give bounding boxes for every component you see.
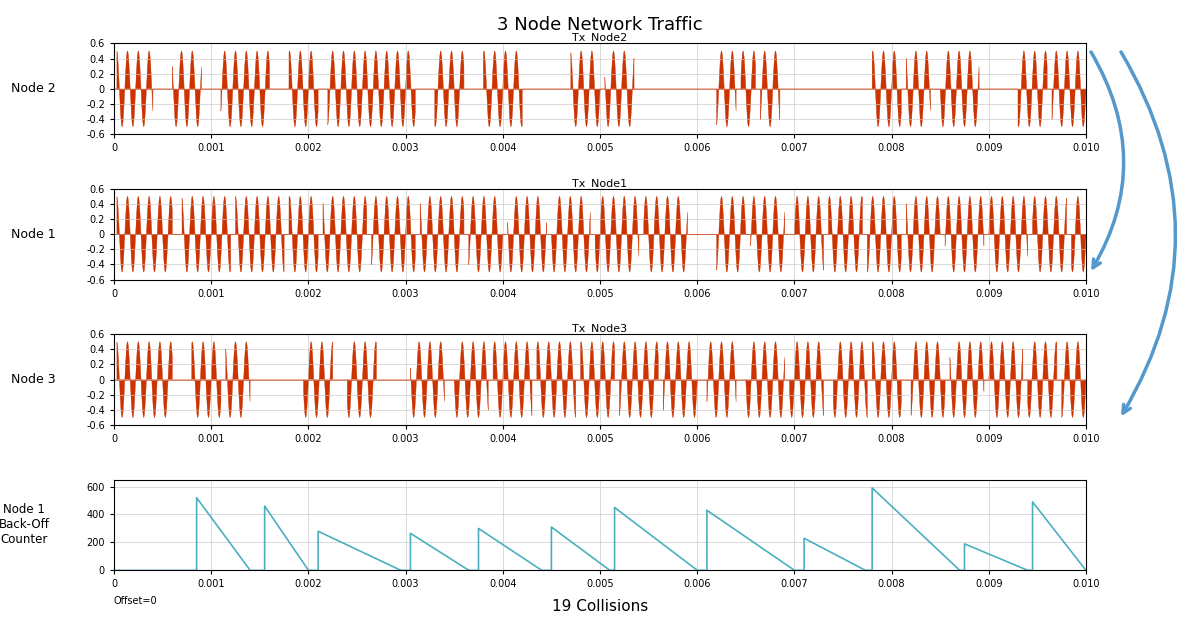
Y-axis label: Node 3: Node 3 [11, 373, 55, 386]
Text: Offset=0: Offset=0 [114, 596, 157, 606]
Title: Tx_Node3: Tx_Node3 [572, 323, 628, 334]
Title: Tx_Node1: Tx_Node1 [572, 178, 628, 188]
Text: 3 Node Network Traffic: 3 Node Network Traffic [497, 16, 703, 33]
Y-axis label: Node 2: Node 2 [11, 82, 55, 95]
Title: Tx_Node2: Tx_Node2 [572, 32, 628, 43]
Text: 19 Collisions: 19 Collisions [552, 599, 648, 614]
Y-axis label: Node 1: Node 1 [11, 228, 55, 241]
Y-axis label: Node 1
Back-Off
Counter: Node 1 Back-Off Counter [0, 503, 49, 546]
